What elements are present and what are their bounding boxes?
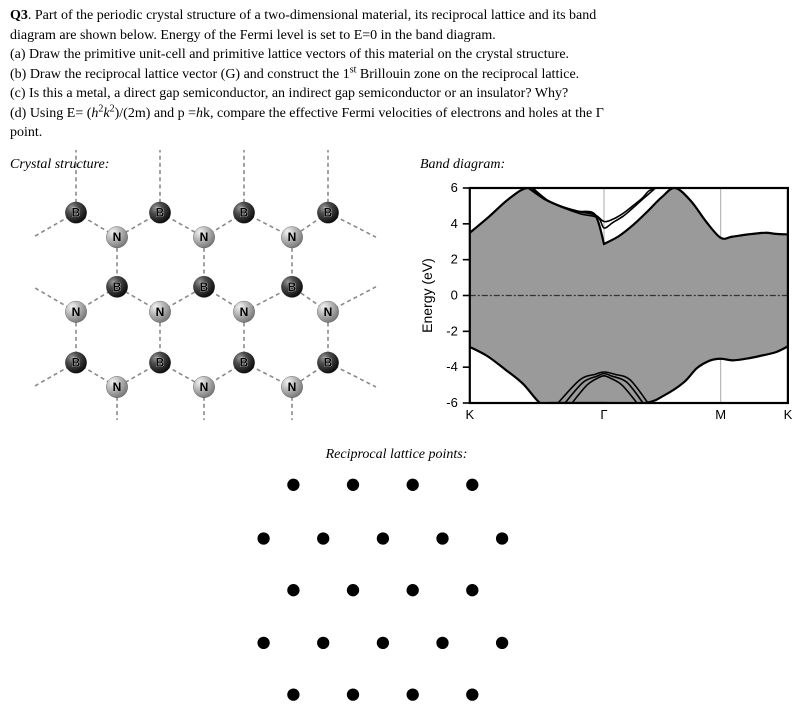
svg-text:-6: -6	[446, 395, 458, 410]
svg-text:B: B	[200, 280, 209, 294]
svg-text:B: B	[240, 206, 249, 220]
svg-text:B: B	[156, 206, 165, 220]
svg-text:6: 6	[451, 180, 458, 195]
svg-text:B: B	[113, 280, 122, 294]
svg-text:0: 0	[451, 288, 458, 303]
svg-text:B: B	[72, 356, 81, 370]
svg-text:K: K	[784, 407, 793, 422]
svg-text:B: B	[156, 356, 165, 370]
svg-text:N: N	[72, 305, 81, 319]
svg-text:Energy (eV): Energy (eV)	[419, 258, 435, 333]
svg-text:K: K	[465, 407, 474, 422]
svg-text:-4: -4	[446, 359, 458, 374]
svg-text:4: 4	[451, 216, 458, 231]
svg-text:N: N	[113, 230, 122, 244]
svg-text:B: B	[324, 356, 333, 370]
svg-text:M: M	[715, 407, 726, 422]
svg-text:B: B	[72, 206, 81, 220]
svg-text:N: N	[288, 380, 297, 394]
svg-text:N: N	[156, 305, 165, 319]
svg-text:B: B	[240, 356, 249, 370]
svg-text:Γ: Γ	[600, 407, 607, 422]
svg-text:B: B	[324, 206, 333, 220]
svg-text:N: N	[288, 230, 297, 244]
svg-text:N: N	[240, 305, 249, 319]
svg-text:Reciprocal lattice points:: Reciprocal lattice points:	[325, 447, 468, 462]
svg-text:N: N	[200, 380, 209, 394]
svg-text:2: 2	[451, 252, 458, 267]
svg-text:N: N	[200, 230, 209, 244]
svg-text:N: N	[113, 380, 122, 394]
svg-text:N: N	[324, 305, 333, 319]
svg-text:B: B	[288, 280, 297, 294]
svg-text:-2: -2	[446, 323, 458, 338]
